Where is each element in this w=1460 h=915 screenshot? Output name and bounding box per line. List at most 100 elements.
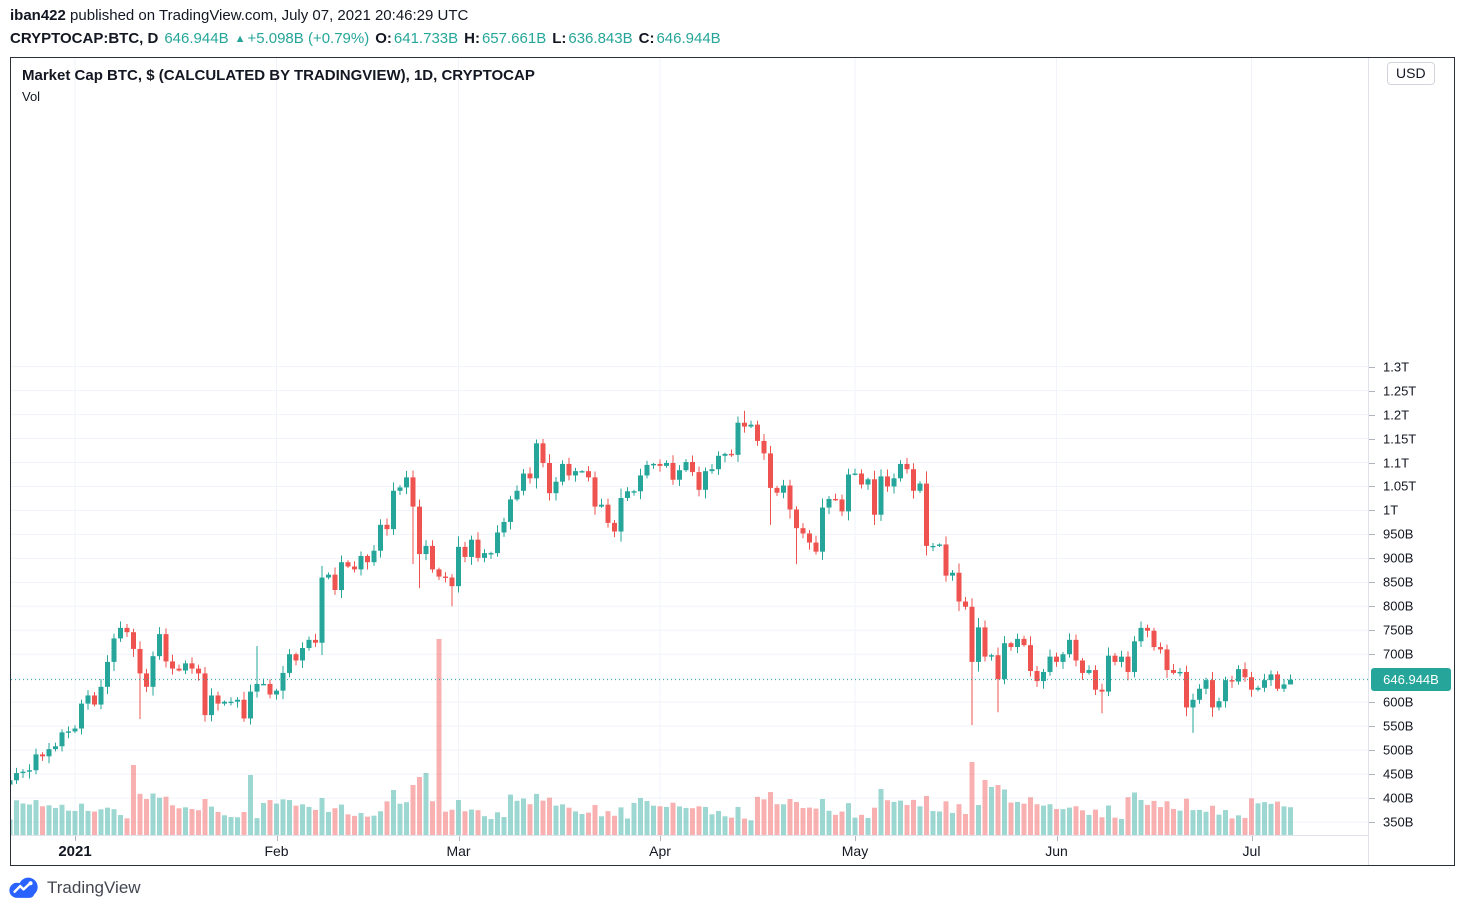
candle-body	[306, 639, 312, 649]
volume-bar	[612, 815, 617, 835]
volume-bar	[995, 785, 1001, 835]
candle-body	[722, 453, 728, 456]
volume-bar	[1002, 789, 1007, 835]
y-axis-label: 600B	[1383, 694, 1414, 710]
volume-bar	[1067, 807, 1072, 835]
volume-bar	[14, 800, 19, 835]
volume-bar	[488, 819, 494, 835]
volume-bar	[85, 810, 91, 835]
volume-bar	[943, 801, 949, 835]
price-axis[interactable]: 1.3T 1.25T 1.2T 1.15T 1.1T 1.05T 1T 950B 900B 850…	[1368, 58, 1454, 865]
x-axis-label: Apr	[649, 843, 671, 859]
volume-bar	[989, 787, 994, 835]
candle-body	[631, 491, 637, 493]
volume-bar	[66, 810, 71, 835]
volume-bar	[677, 806, 682, 835]
candle-body	[709, 469, 715, 472]
volume-bar	[313, 809, 318, 835]
tradingview-logo-icon	[9, 877, 38, 898]
candle-body	[20, 771, 26, 774]
volume-bar	[976, 805, 981, 835]
volume-bar	[878, 789, 884, 835]
volume-bar	[592, 805, 598, 835]
volume-bar	[872, 807, 877, 835]
candle-body	[917, 483, 923, 491]
candle-body	[1210, 680, 1215, 708]
volume-bar	[111, 809, 117, 835]
candle-body	[1132, 641, 1137, 672]
volume-bar	[475, 810, 481, 835]
candle-body	[300, 648, 305, 661]
candle-body	[40, 754, 45, 757]
volume-bar	[540, 800, 546, 835]
candle-body	[202, 673, 208, 716]
candlestick-canvas[interactable]	[11, 58, 1368, 835]
open-label: O:	[375, 30, 392, 47]
volume-bar	[534, 793, 539, 835]
volume-bar	[1197, 809, 1202, 835]
volume-bar	[813, 808, 819, 835]
volume-bar	[72, 810, 78, 835]
candle-body	[1236, 669, 1241, 682]
candle-body	[605, 504, 611, 523]
candle-body	[274, 690, 279, 695]
volume-bar	[898, 800, 903, 835]
candle-body	[404, 477, 409, 488]
volume-bar	[1184, 798, 1189, 835]
candle-body	[1112, 655, 1118, 662]
volume-bar	[911, 799, 916, 835]
candle-body	[267, 683, 273, 695]
candle-body	[456, 546, 461, 587]
candle-body	[1190, 699, 1196, 708]
candle-body	[131, 632, 136, 649]
volume-bar	[852, 817, 858, 835]
volume-bar	[625, 818, 630, 835]
volume-bar	[430, 801, 435, 835]
candle-body	[989, 655, 994, 657]
y-axis-tick	[1369, 486, 1375, 488]
volume-bar	[1223, 810, 1228, 835]
candle-body	[410, 477, 416, 507]
y-axis-label: 900B	[1383, 550, 1414, 566]
candle-body	[534, 443, 539, 479]
candle-body	[514, 490, 520, 500]
volume-bar	[1086, 814, 1092, 835]
candle-body	[1203, 680, 1209, 689]
candle-body	[358, 555, 364, 570]
volume-bar	[501, 817, 507, 835]
candle-body	[501, 521, 507, 533]
candle-body	[488, 553, 494, 555]
volume-bar	[956, 804, 962, 835]
y-axis-tick	[1369, 750, 1375, 752]
volume-bar	[1164, 801, 1170, 835]
candle-body	[215, 695, 221, 704]
candle-body	[729, 453, 734, 456]
volume-legend: Vol	[22, 89, 41, 104]
candle-body	[280, 672, 286, 691]
candle-body	[807, 533, 812, 543]
y-axis-tick	[1369, 654, 1375, 656]
candle-body	[885, 476, 890, 487]
candle-body	[1008, 643, 1014, 648]
y-axis-tick	[1369, 462, 1375, 464]
volume-bar	[1151, 800, 1157, 835]
candle-body	[787, 485, 793, 510]
volume-bar	[826, 810, 832, 835]
candle-body	[72, 728, 78, 732]
candle-body	[183, 663, 188, 671]
volume-bar	[11, 819, 13, 835]
candle-body	[85, 695, 91, 704]
candle-body	[735, 422, 741, 455]
volume-bar	[371, 815, 377, 835]
price-plot[interactable]: Market Cap BTC, $ (CALCULATED BY TRADING…	[11, 58, 1368, 835]
volume-bar	[209, 806, 214, 835]
volume-bar	[547, 797, 552, 835]
candle-body	[33, 754, 39, 771]
currency-button[interactable]: USD	[1387, 62, 1435, 85]
tradingview-attribution[interactable]: TradingView	[8, 875, 141, 900]
volume-bar	[670, 802, 676, 835]
volume-bar	[202, 799, 208, 835]
volume-bar	[1171, 808, 1176, 835]
tradingview-brand: TradingView	[47, 877, 141, 897]
time-axis[interactable]: 2021 Feb Mar Apr May Jun Jul	[11, 835, 1368, 865]
